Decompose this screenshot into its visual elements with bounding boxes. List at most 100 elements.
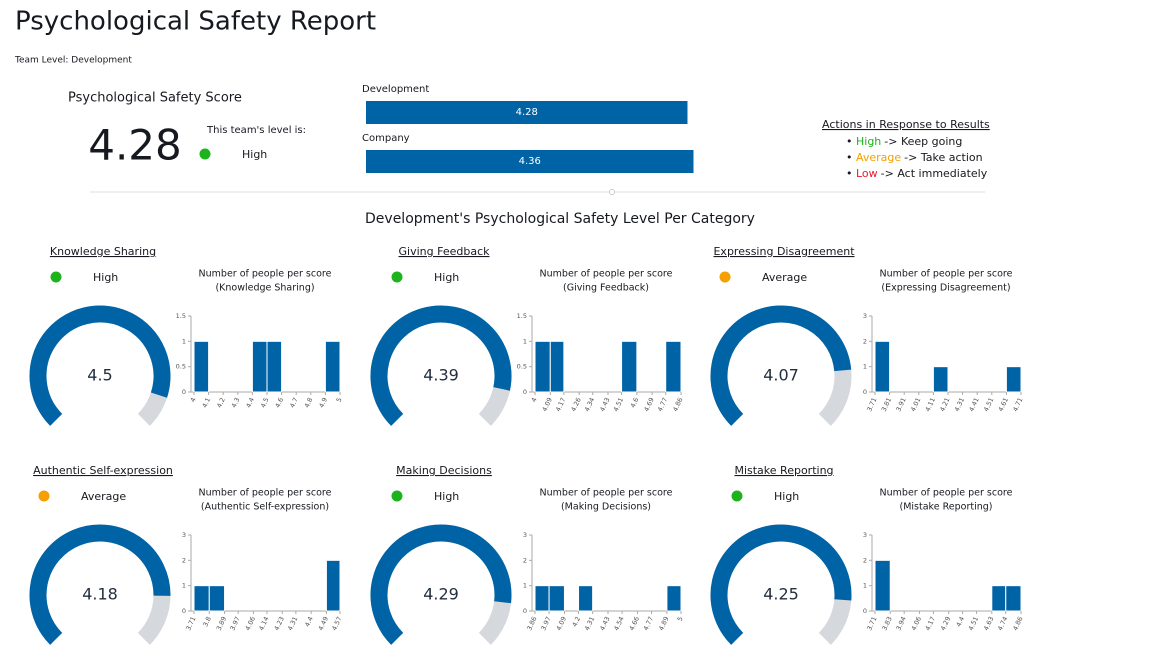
y-tick-label: 1 [182,582,186,590]
x-tick-label: 4 [530,396,539,403]
histogram-subtitle: (Knowledge Sharing) [215,283,314,294]
x-tick-label: 4.54 [612,615,625,632]
action-item: • Average -> Take action [846,151,983,164]
gauge-label: 4.5 [87,366,112,385]
x-tick-label: 4.06 [910,615,923,632]
x-tick-label: 4.57 [330,615,343,632]
y-tick-label: 0.5 [176,363,186,371]
histogram-subtitle: (Mistake Reporting) [900,502,993,513]
x-tick-label: 4.51 [967,615,980,632]
action-text: -> Act immediately [881,167,988,180]
x-tick-label: 4.29 [939,615,952,632]
x-tick-label: 4.43 [598,396,611,413]
x-tick-label: 4.77 [656,396,669,413]
bar-label: Company [362,133,410,144]
x-tick-label: 4.77 [642,615,655,632]
category-name[interactable]: Making Decisions [396,464,492,477]
histogram-bar [666,585,682,612]
x-tick-label: 4.14 [257,615,270,632]
level-dot [50,271,62,283]
histogram-bar [534,585,550,612]
x-tick-label: 4.31 [953,396,966,413]
bar-label: Development [362,84,429,95]
bar-value: 4.28 [516,107,538,118]
section-title: Development's Psychological Safety Level… [365,211,755,227]
y-tick-label: 3 [182,531,186,539]
x-tick-label: 4.06 [244,615,257,632]
histogram-bar [548,585,565,612]
y-tick-label: 2 [863,337,867,345]
score-title: Psychological Safety Score [68,91,242,106]
y-tick-label: 0 [182,388,186,396]
y-tick-label: 1 [182,337,186,345]
x-tick-label: 4.09 [541,396,554,413]
bullet: • [846,135,856,148]
category-name[interactable]: Expressing Disagreement [713,245,855,258]
y-tick-label: 1.5 [517,312,527,320]
x-tick-label: 4.43 [598,615,611,632]
x-tick-label: 4.6 [274,396,286,409]
y-tick-label: 3 [863,531,867,539]
histogram-bar [208,585,226,612]
action-item: • Low -> Act immediately [846,167,988,180]
y-tick-label: 0 [523,388,527,396]
y-tick-label: 2 [523,556,527,564]
level-text: Average [81,490,126,503]
x-tick-label: 3.71 [184,615,197,632]
x-tick-label: 4.31 [286,615,299,632]
histogram-bar [665,340,682,393]
level-dot [199,148,211,160]
histogram-bar [578,585,594,612]
level-dot [38,490,50,502]
histogram-title: Number of people per score [540,269,673,280]
histogram-title: Number of people per score [880,488,1013,499]
histogram-subtitle: (Authentic Self-expression) [201,502,329,513]
x-tick-label: 4.7 [288,396,300,409]
x-tick-label: 4.3 [230,396,242,409]
histogram-bar [874,559,891,612]
histogram-bar [193,340,210,393]
gauge-value [29,524,171,645]
x-tick-label: 3.86 [525,615,538,632]
category-name[interactable]: Knowledge Sharing [50,245,156,258]
histogram-bar [193,585,210,612]
histogram-subtitle: (Expressing Disagreement) [881,283,1010,294]
histogram-bar [932,366,949,393]
x-tick-label: 4.1 [201,396,213,409]
x-tick-label: 4.4 [303,615,315,628]
x-tick-label: 3.71 [865,615,878,632]
y-tick-label: 2 [863,556,867,564]
histogram-bar [266,340,283,393]
x-tick-label: 4.34 [583,396,596,413]
x-tick-label: 4.6 [629,396,641,409]
category-name[interactable]: Mistake Reporting [734,464,833,477]
x-tick-label: 4.2 [571,615,583,628]
x-tick-label: 3.81 [880,396,893,413]
x-tick-label: 4.86 [1011,615,1024,632]
histogram-bar [549,340,565,393]
level-prompt: This team's level is: [206,125,306,136]
x-tick-label: 4.9 [317,396,329,409]
x-tick-label: 4.63 [982,615,995,632]
x-tick-label: 4.23 [273,615,286,632]
y-tick-label: 0 [863,388,867,396]
gauge-label: 4.07 [763,366,799,385]
x-tick-label: 4.66 [628,615,641,632]
x-tick-label: 3.97 [228,615,241,632]
histogram-title: Number of people per score [540,488,673,499]
x-tick-label: 4.11 [924,396,937,413]
category-name[interactable]: Authentic Self-expression [33,464,173,477]
histogram-bar [621,340,638,393]
y-tick-label: 1 [523,337,527,345]
action-level: High [856,135,881,148]
x-tick-label: 4.21 [938,396,951,413]
bar [366,101,688,124]
report-title: Psychological Safety Report [15,7,376,37]
action-item: • High -> Keep going [846,135,962,148]
x-tick-label: 3.71 [865,396,878,413]
x-tick-label: 4.09 [555,615,568,632]
category-name[interactable]: Giving Feedback [399,245,491,258]
histogram-title: Number of people per score [199,488,332,499]
histogram-title: Number of people per score [880,269,1013,280]
x-tick-label: 4.49 [317,615,330,632]
